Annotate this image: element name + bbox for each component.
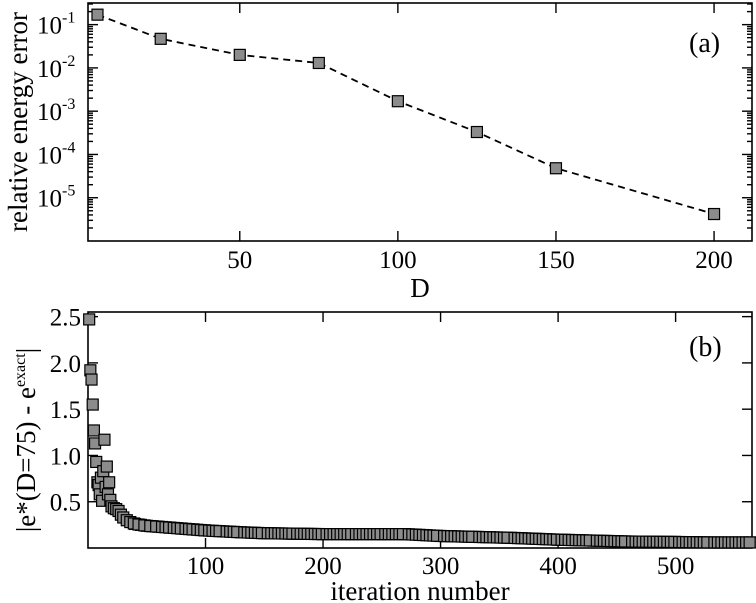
- y-tick-a-exponent: -4: [62, 139, 75, 156]
- plot-frame-a: [87, 2, 753, 242]
- data-point-b: [85, 373, 98, 386]
- data-point-b: [98, 433, 111, 446]
- y-tick-a-label: 10-2: [37, 53, 75, 83]
- y-tick-a-exponent: -1: [62, 10, 75, 27]
- y-tick-a-base: 10: [37, 56, 62, 83]
- y-axis-label-b: |e*(D=75) - eexact|: [11, 348, 41, 532]
- data-point-a: [707, 207, 721, 221]
- y-tick-a-base: 10: [37, 186, 62, 213]
- y-axis-label-b-superscript: exact: [12, 353, 29, 387]
- x-tick-b-label: 200: [304, 553, 342, 580]
- y-tick-b-label: 2.0: [50, 351, 81, 378]
- data-point-a: [233, 48, 246, 61]
- panel-b: 100 200 300 400 500 0.5 1.0 1.5 2.0 2.5 (b) iter…: [11, 305, 756, 603]
- data-point-a: [312, 56, 325, 70]
- data-point-b: [86, 398, 99, 411]
- y-tick-a-base: 10: [37, 99, 62, 126]
- panel-label-a: (a): [689, 28, 720, 59]
- y-tick-a-exponent: -2: [62, 53, 75, 70]
- y-tick-b-label: 1.5: [50, 397, 81, 424]
- y-tick-b-label: 1.0: [50, 443, 81, 470]
- y-ticks-a: 10-110-210-310-410-5: [37, 3, 752, 229]
- panel-label-b: (b): [689, 332, 722, 363]
- y-tick-a-label: 10-3: [37, 96, 75, 126]
- y-tick-a-base: 10: [37, 13, 62, 40]
- data-point-a: [470, 125, 484, 139]
- y-axis-label-b-main: |e*(D=75) - e: [11, 387, 41, 532]
- y-tick-a-label: 10-4: [37, 139, 75, 169]
- series-a: [91, 8, 721, 221]
- data-point-a: [154, 32, 167, 45]
- data-point-b: [87, 424, 100, 437]
- x-ticks-b: 100 200 300 400 500: [187, 312, 695, 580]
- y-tick-a-label: 10-1: [37, 10, 75, 40]
- y-tick-a-exponent: -5: [62, 183, 75, 200]
- data-point-b: [103, 476, 116, 489]
- x-axis-label-a: D: [410, 273, 430, 303]
- series-line-a: [97, 13, 715, 215]
- x-tick-a-label: 100: [379, 247, 417, 274]
- y-axis-label-a: relative energy error: [3, 12, 33, 232]
- data-point-a: [391, 95, 404, 108]
- y-tick-a-exponent: -3: [62, 96, 75, 113]
- y-ticks-b: 0.5 1.0 1.5 2.0 2.5: [50, 305, 752, 517]
- data-point-a: [91, 8, 104, 21]
- x-axis-label-b: iteration number: [330, 576, 509, 603]
- x-ticks-a: 50 100 150 200: [227, 3, 733, 274]
- y-axis-label-b-close: |: [11, 348, 41, 353]
- x-tick-a-label: 50: [227, 247, 252, 274]
- y-tick-b-label: 0.5: [50, 490, 81, 517]
- y-tick-a-base: 10: [37, 142, 62, 169]
- x-tick-b-label: 300: [422, 553, 460, 580]
- y-tick-a-label: 10-5: [37, 183, 75, 213]
- data-point-b: [100, 460, 113, 473]
- x-tick-b-label: 400: [539, 553, 577, 580]
- panel-a: 50 100 150 200 10-110-210-310-410-5 (a) D r…: [3, 2, 753, 303]
- x-tick-a-label: 150: [537, 247, 575, 274]
- x-tick-a-label: 200: [695, 247, 733, 274]
- data-point-b-fill: [743, 536, 756, 549]
- series-b: [83, 313, 756, 549]
- x-tick-b-label: 100: [187, 553, 225, 580]
- x-tick-b-label: 500: [657, 553, 695, 580]
- plot-frame-b: [87, 311, 753, 549]
- data-point-a: [549, 162, 563, 175]
- y-tick-b-label: 2.5: [50, 305, 81, 332]
- data-point-b: [83, 313, 96, 326]
